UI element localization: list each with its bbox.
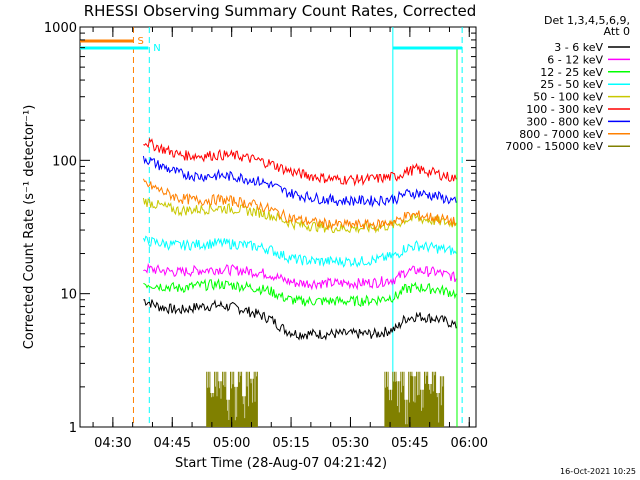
plot-frame xyxy=(79,26,477,428)
observation-gaps: SN xyxy=(80,27,463,427)
saa-marker-label: S xyxy=(137,36,143,47)
y-tick-label: 100 xyxy=(52,154,77,169)
series-line-4 xyxy=(142,197,457,234)
x-axis: 04:30 04:45 05:00 05:15 05:30 05:45 06:00 xyxy=(92,27,488,451)
series-line-2 xyxy=(143,278,457,308)
x-tick-label: 04:30 xyxy=(94,436,131,451)
legend-label: 12 - 25 keV xyxy=(540,66,603,79)
x-axis-label: Start Time (28-Aug-07 04:21:42) xyxy=(175,456,387,471)
y-tick-label: 1 xyxy=(69,421,77,436)
legend-header: Det 1,3,4,5,6,9, xyxy=(544,14,630,27)
series-line-6 xyxy=(142,155,457,208)
x-tick-label: 05:45 xyxy=(391,436,428,451)
series-layer xyxy=(142,137,457,427)
legend-label: 100 - 300 keV xyxy=(526,103,603,116)
legend-label: 50 - 100 keV xyxy=(533,91,603,104)
x-tick-label: 05:15 xyxy=(272,436,309,451)
legend-label: 3 - 6 keV xyxy=(554,41,603,54)
y-axis: 1 10 100 1000 xyxy=(44,21,476,436)
y-axis-label: Corrected Count Rate (s⁻¹ detector⁻¹) xyxy=(22,105,37,350)
y-tick-label: 10 xyxy=(60,288,77,303)
series-line-1 xyxy=(143,262,457,291)
x-tick-label: 06:00 xyxy=(451,436,488,451)
series-line-8 xyxy=(206,371,445,427)
legend-label: 300 - 800 keV xyxy=(526,115,603,128)
series-line-5 xyxy=(143,137,457,187)
series-line-7 xyxy=(142,178,457,232)
legend-label: 6 - 12 keV xyxy=(547,53,603,66)
series-line-3 xyxy=(142,235,457,268)
series-line-0 xyxy=(143,299,457,341)
legend-header: Att 0 xyxy=(604,25,630,38)
x-tick-label: 04:45 xyxy=(154,436,191,451)
x-tick-label: 05:30 xyxy=(332,436,369,451)
legend-label: 25 - 50 keV xyxy=(540,78,603,91)
x-tick-label: 05:00 xyxy=(213,436,250,451)
timestamp: 16-Oct-2021 10:25 xyxy=(560,467,636,476)
legend-label: 800 - 7000 keV xyxy=(519,128,603,141)
chart-title: RHESSI Observing Summary Count Rates, Co… xyxy=(84,2,477,20)
night-marker-label: N xyxy=(153,43,160,54)
y-tick-label: 1000 xyxy=(44,21,77,36)
legend-label: 7000 - 15000 keV xyxy=(505,140,603,153)
